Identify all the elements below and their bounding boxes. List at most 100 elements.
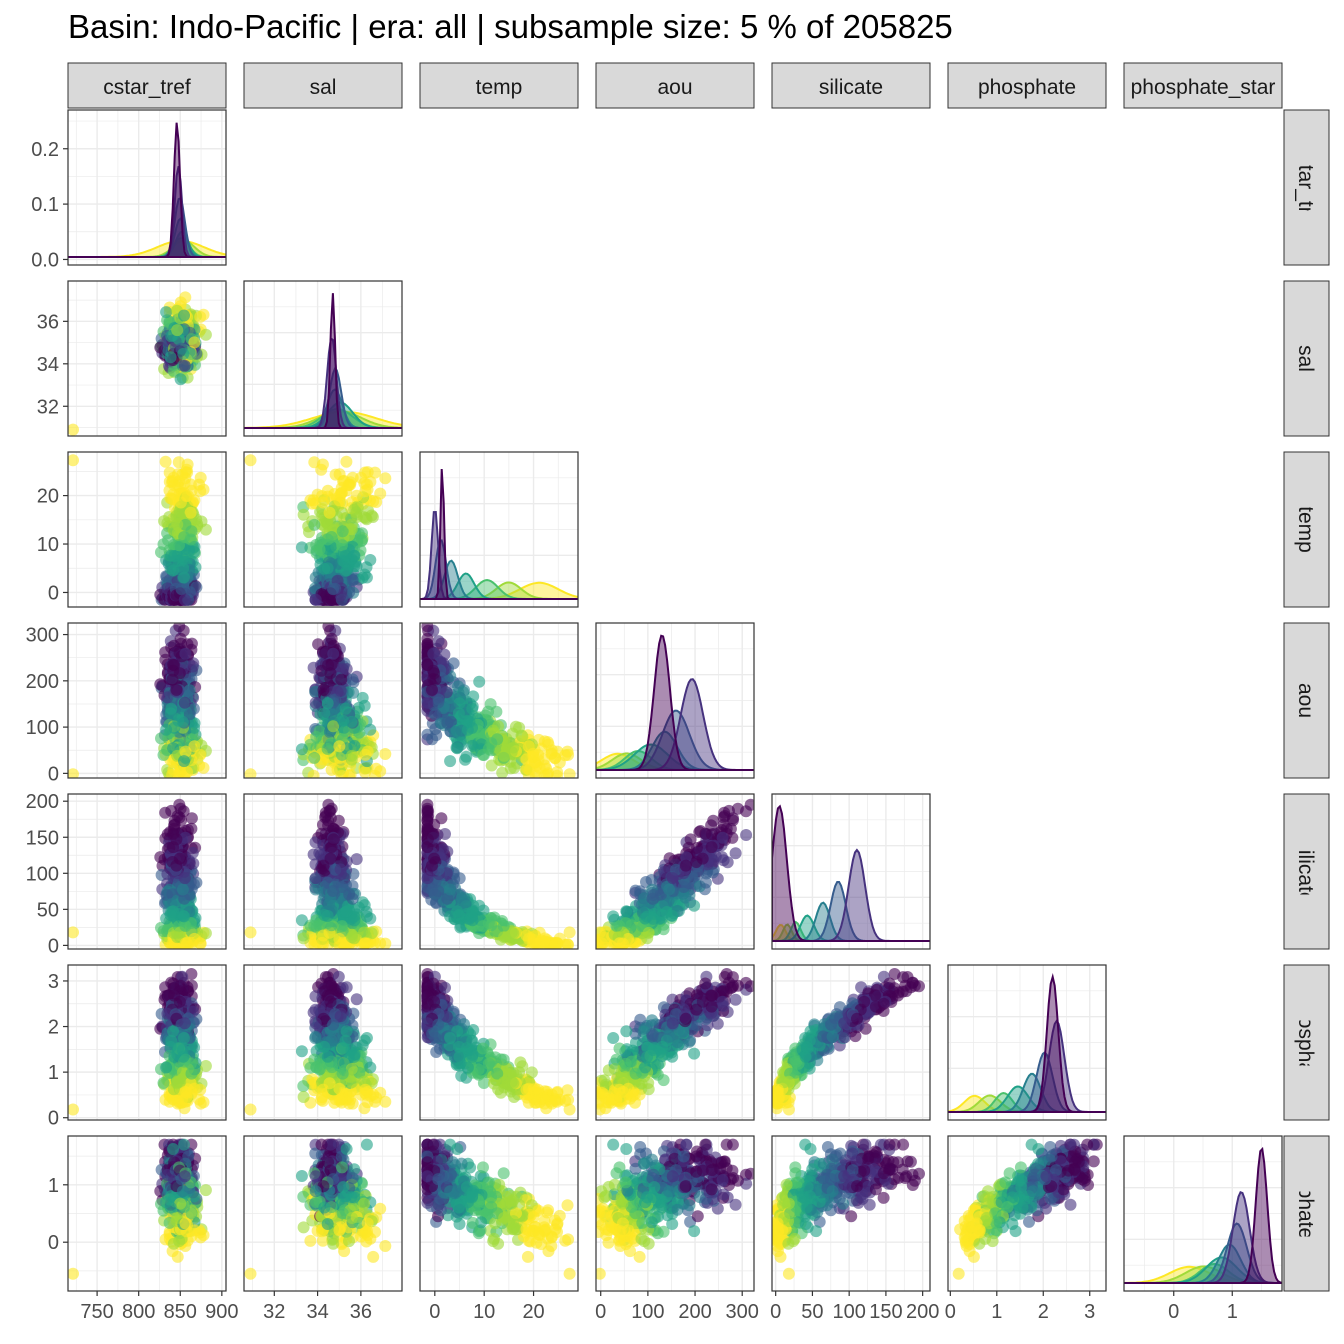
panel-content (244, 794, 402, 949)
strip-top-phosphate_star: phosphate_star (1123, 62, 1283, 109)
data-point (188, 546, 201, 558)
data-point (308, 920, 321, 932)
panel-border (419, 793, 579, 950)
data-point (322, 819, 335, 832)
data-point (532, 937, 545, 949)
data-point (68, 423, 79, 436)
data-point (172, 714, 185, 727)
data-point (440, 686, 453, 699)
data-point (360, 910, 373, 923)
data-point (244, 454, 257, 467)
data-point (306, 497, 319, 510)
data-point (370, 496, 383, 508)
strip-top-box (947, 62, 1107, 109)
data-point (317, 859, 330, 872)
panel-cstar_tref-temp (67, 451, 227, 608)
density-curve (596, 634, 754, 771)
data-point (316, 490, 328, 503)
data-point (358, 511, 371, 524)
data-point (168, 479, 181, 492)
data-point (179, 745, 192, 758)
data-point (444, 700, 457, 713)
data-point (321, 533, 334, 546)
data-point (164, 562, 177, 575)
data-point (451, 742, 464, 755)
strip-top-label: silicate (819, 76, 883, 99)
data-point (321, 697, 334, 710)
data-point (316, 936, 328, 949)
panel-content (420, 452, 578, 607)
data-point (439, 828, 451, 840)
data-point (178, 359, 191, 372)
strip-right-silicate: silicate (1283, 793, 1330, 950)
strip-right-label: aou (1294, 683, 1317, 718)
data-point (309, 883, 322, 896)
data-point (356, 691, 369, 704)
data-point (174, 373, 187, 386)
panel-border (419, 622, 579, 779)
data-point (314, 849, 327, 861)
data-point (177, 347, 190, 360)
panel-content (68, 623, 226, 778)
data-point (432, 696, 445, 709)
data-point (167, 488, 180, 501)
data-point (348, 503, 361, 516)
data-point (309, 593, 322, 606)
data-point (361, 466, 374, 479)
data-point (178, 309, 190, 322)
data-point (356, 527, 368, 540)
data-point (308, 751, 321, 764)
strip-top-box (67, 62, 227, 109)
data-point (297, 932, 310, 945)
data-point (498, 749, 511, 762)
data-point (194, 310, 207, 323)
data-point (441, 892, 454, 905)
data-point (459, 898, 472, 911)
strip-top-box (419, 62, 579, 109)
data-point (345, 931, 358, 944)
panel-border (419, 451, 579, 608)
data-point (182, 685, 195, 698)
data-point (184, 506, 197, 519)
data-point (432, 885, 445, 897)
data-point (444, 910, 457, 923)
data-point (421, 659, 434, 672)
data-point (345, 518, 358, 531)
strip-top-box (1123, 62, 1283, 109)
strip-top-sal: sal (243, 62, 403, 109)
data-point (309, 696, 322, 709)
data-point (428, 667, 441, 680)
data-point (444, 755, 457, 768)
strip-right-box (1283, 1135, 1330, 1292)
data-point (370, 762, 383, 775)
data-point (188, 494, 201, 507)
data-point (504, 762, 517, 775)
data-point (359, 937, 372, 949)
data-point (347, 686, 360, 699)
data-point (170, 859, 183, 872)
data-point (359, 485, 372, 498)
data-point (188, 740, 201, 753)
strip-right-box (1283, 109, 1330, 266)
data-point (313, 725, 326, 738)
data-point (333, 468, 346, 481)
data-point (513, 721, 526, 734)
data-point (333, 932, 346, 945)
data-point (199, 927, 212, 940)
data-point (444, 883, 457, 896)
data-point (181, 766, 194, 778)
strip-right-box (1283, 964, 1330, 1121)
data-point (175, 583, 188, 596)
strip-top-cstar_tref: cstar_tref (67, 62, 227, 109)
panel-border (595, 622, 755, 779)
data-point (244, 768, 257, 778)
panel-background (68, 110, 226, 265)
data-point (421, 802, 434, 815)
data-point (318, 707, 331, 720)
strip-right-label: phosphate (1294, 993, 1317, 1091)
data-point (177, 562, 190, 575)
data-point (346, 892, 359, 905)
data-point (325, 763, 338, 776)
data-point (194, 748, 207, 761)
